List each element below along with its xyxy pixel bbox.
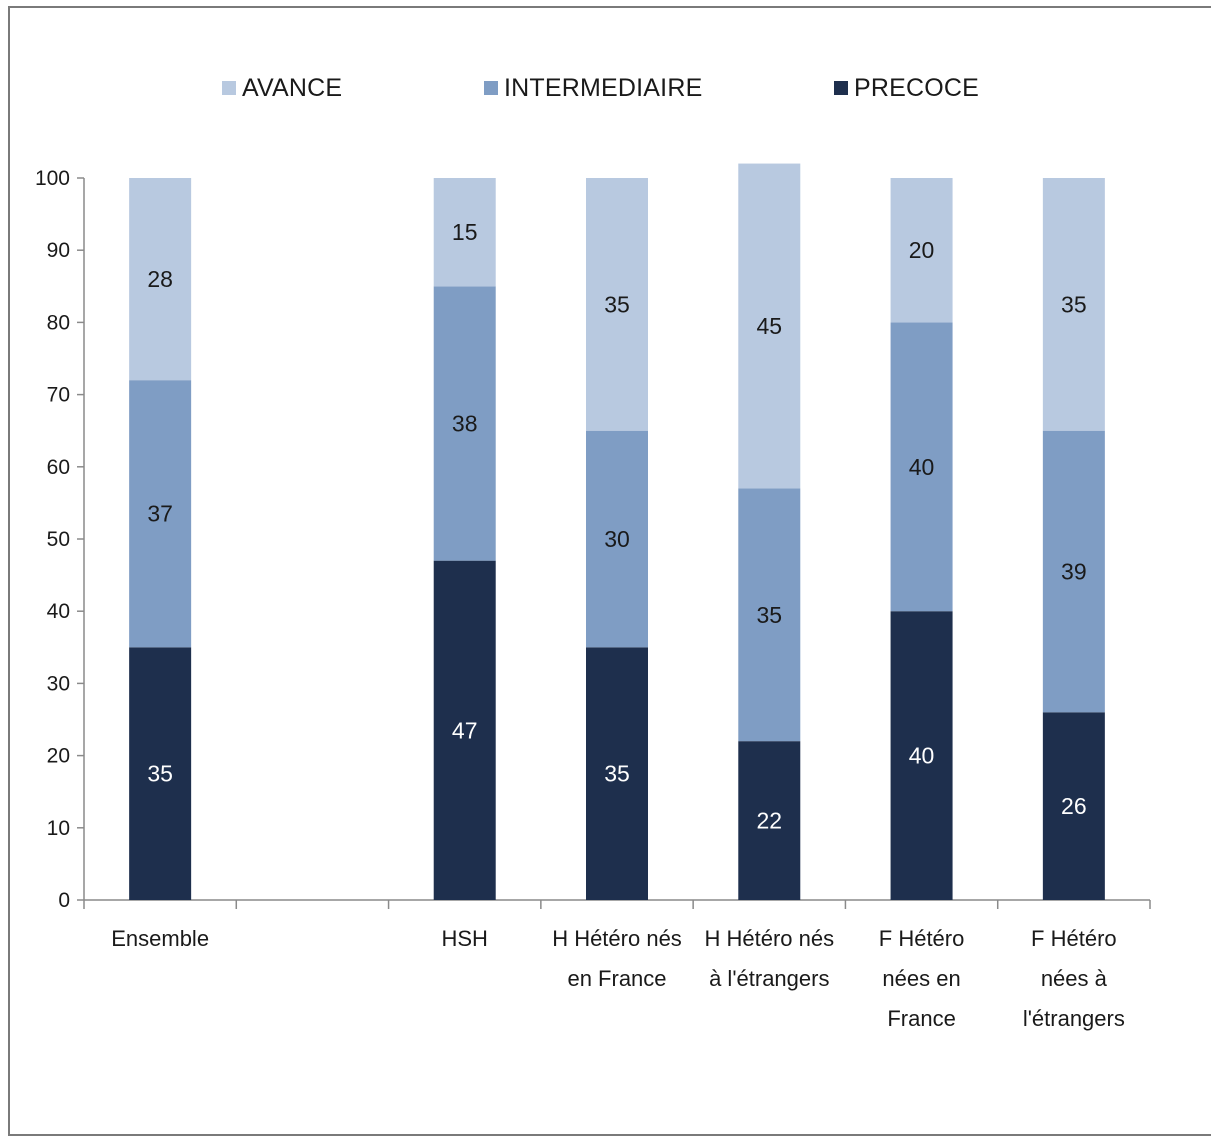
y-tick-label: 70 [47, 384, 70, 407]
x-category-label-line: à l'étrangers [709, 966, 829, 991]
legend-swatch-avance [222, 81, 236, 95]
legend-label-intermediaire: INTERMEDIAIRE [504, 73, 703, 102]
bar-segment [433, 286, 496, 561]
bar-segment [1042, 178, 1105, 431]
legend-swatch-intermediaire [484, 81, 498, 95]
x-category-label: Ensemble [111, 926, 209, 951]
y-tick-label: 40 [47, 600, 70, 623]
y-tick-label: 60 [47, 456, 70, 479]
data-label: 20 [909, 237, 935, 263]
x-category-label-line: H Hétéro nés [552, 926, 682, 951]
legend-label-precoce: PRECOCE [854, 73, 980, 102]
data-label: 40 [909, 454, 935, 480]
legend-swatch-precoce [834, 81, 848, 95]
bar-segment [586, 647, 648, 900]
data-label: 47 [452, 717, 478, 743]
x-category-label: F Hétéro nées en France [879, 926, 965, 1031]
bar-segment [890, 322, 953, 612]
data-label: 40 [909, 743, 935, 769]
x-category-label-line: l'étrangers [1023, 1006, 1125, 1031]
bar-segment [890, 178, 953, 323]
bar-segment [586, 430, 648, 648]
data-label: 26 [1061, 793, 1087, 819]
bar-segment [129, 647, 192, 900]
y-tick-label: 80 [47, 311, 70, 334]
data-label: 35 [1061, 291, 1087, 317]
x-category-label-line: Ensemble [111, 926, 209, 951]
x-category-label-line: F Hétéro [1031, 926, 1117, 951]
x-category-label: F Hétéro nées à l'étrangers [1023, 926, 1125, 1031]
data-label: 28 [147, 266, 173, 292]
data-label: 39 [1061, 558, 1087, 584]
legend-label-avance: AVANCE [242, 73, 343, 102]
y-tick-label: 90 [47, 239, 70, 262]
data-label: 15 [452, 219, 478, 245]
x-category-label-line: HSH [441, 926, 487, 951]
y-tick-label: 0 [58, 889, 70, 912]
x-category-label-line: nées en [882, 966, 960, 991]
x-category-label: H Hétéro nés en France [552, 926, 682, 991]
bar-segment [738, 163, 801, 489]
y-tick-label: 50 [47, 528, 70, 551]
data-label: 37 [147, 501, 173, 527]
data-label: 35 [147, 761, 173, 787]
data-label: 35 [756, 602, 782, 628]
bar-segment [433, 178, 496, 287]
bar-segment [738, 741, 801, 900]
x-category-label: HSH [441, 926, 487, 951]
bar-segment [129, 178, 192, 381]
bar-segment [1042, 430, 1105, 713]
bar-segment [890, 611, 953, 900]
y-tick-label: 30 [47, 672, 70, 695]
bar-segment [433, 560, 496, 900]
data-label: 22 [756, 808, 782, 834]
x-category-label-line: H Hétéro nés [704, 926, 834, 951]
y-tick-label: 100 [35, 167, 70, 190]
x-category-label-line: France [887, 1006, 955, 1031]
legend-item-avance: AVANCE [222, 73, 342, 103]
y-tick-label: 20 [47, 745, 70, 768]
bar-segment [129, 380, 192, 648]
data-label: 38 [452, 410, 478, 436]
bar-segment [738, 488, 801, 742]
legend-item-intermediaire: INTERMEDIAIRE [484, 73, 702, 103]
bar-segment [1042, 712, 1105, 900]
y-tick-label: 10 [47, 817, 70, 840]
data-label: 30 [604, 526, 630, 552]
bar-segment [586, 178, 648, 431]
data-label: 35 [604, 291, 630, 317]
data-label: 45 [756, 313, 782, 339]
x-category-label-line: F Hétéro [879, 926, 965, 951]
x-category-label: H Hétéro nés à l'étrangers [704, 926, 834, 991]
x-category-label-line: nées à [1041, 966, 1108, 991]
legend-item-precoce: PRECOCE [834, 73, 979, 103]
x-category-label-line: en France [567, 966, 666, 991]
data-label: 35 [604, 761, 630, 787]
